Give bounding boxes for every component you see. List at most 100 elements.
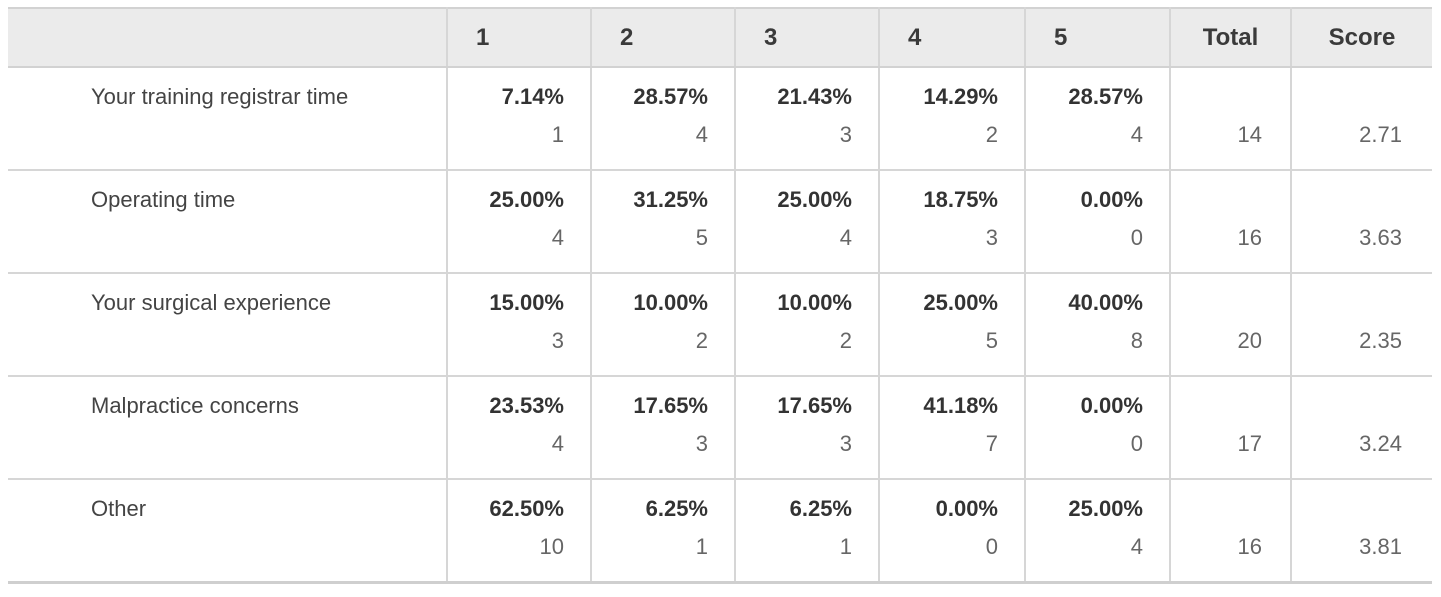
rating-3-cell: 10.00% 2 [734, 273, 880, 377]
count-value: 0 [985, 534, 998, 559]
rating-3-cell: 6.25% 1 [734, 479, 880, 584]
total-value: 16 [1169, 170, 1292, 274]
rating-5-cell: 28.57% 4 [1024, 67, 1171, 171]
count-value: 2 [985, 122, 998, 147]
row-label: Your training registrar time [8, 67, 448, 171]
percent-value: 25.00% [1068, 496, 1143, 521]
header-label-cell [8, 7, 448, 68]
rating-2-cell: 17.65% 3 [590, 376, 736, 480]
row-label: Malpractice concerns [8, 376, 448, 480]
count-value: 1 [695, 534, 708, 559]
count-value: 10 [539, 534, 564, 559]
count-value: 0 [1130, 225, 1143, 250]
percent-value: 25.00% [777, 187, 852, 212]
score-value: 3.24 [1290, 376, 1432, 480]
rating-5-cell: 25.00% 4 [1024, 479, 1171, 584]
rating-1-cell: 25.00% 4 [446, 170, 592, 274]
row-label: Other [8, 479, 448, 584]
percent-value: 62.50% [489, 496, 564, 521]
header-total: Total [1169, 7, 1292, 68]
row-label: Operating time [8, 170, 448, 274]
score-value: 2.71 [1290, 67, 1432, 171]
count-value: 4 [695, 122, 708, 147]
rating-5-cell: 0.00% 0 [1024, 170, 1171, 274]
percent-value: 14.29% [923, 84, 998, 109]
total-value: 20 [1169, 273, 1292, 377]
total-value: 16 [1169, 479, 1292, 584]
count-value: 4 [839, 225, 852, 250]
percent-value: 28.57% [633, 84, 708, 109]
header-row: 1 2 3 4 5 Total Score [8, 7, 1432, 68]
percent-value: 23.53% [489, 393, 564, 418]
count-value: 1 [839, 534, 852, 559]
count-value: 4 [551, 225, 564, 250]
count-value: 0 [1130, 431, 1143, 456]
percent-value: 21.43% [777, 84, 852, 109]
table-row: Operating time 25.00% 4 31.25% 5 25.00% 4 18.75… [8, 170, 1432, 274]
rating-2-cell: 31.25% 5 [590, 170, 736, 274]
percent-value: 17.65% [777, 393, 852, 418]
rating-3-cell: 21.43% 3 [734, 67, 880, 171]
percent-value: 10.00% [777, 290, 852, 315]
header-rating-3: 3 [734, 7, 880, 68]
header-rating-2: 2 [590, 7, 736, 68]
table-row: Your surgical experience 15.00% 3 10.00% 2 10… [8, 273, 1432, 377]
rating-2-cell: 28.57% 4 [590, 67, 736, 171]
count-value: 5 [695, 225, 708, 250]
score-value: 2.35 [1290, 273, 1432, 377]
rating-4-cell: 41.18% 7 [878, 376, 1026, 480]
score-value: 3.63 [1290, 170, 1432, 274]
percent-value: 0.00% [935, 496, 998, 521]
percent-value: 40.00% [1068, 290, 1143, 315]
count-value: 3 [695, 431, 708, 456]
row-label: Your surgical experience [8, 273, 448, 377]
header-score: Score [1290, 7, 1432, 68]
percent-value: 6.25% [645, 496, 708, 521]
rating-4-cell: 25.00% 5 [878, 273, 1026, 377]
results-table: 1 2 3 4 5 Total Score Your training regi… [8, 7, 1432, 584]
percent-value: 10.00% [633, 290, 708, 315]
rating-5-cell: 40.00% 8 [1024, 273, 1171, 377]
total-value: 14 [1169, 67, 1292, 171]
count-value: 3 [985, 225, 998, 250]
count-value: 1 [551, 122, 564, 147]
percent-value: 0.00% [1080, 393, 1143, 418]
count-value: 4 [1130, 534, 1143, 559]
percent-value: 25.00% [923, 290, 998, 315]
percent-value: 0.00% [1080, 187, 1143, 212]
percent-value: 28.57% [1068, 84, 1143, 109]
count-value: 3 [839, 431, 852, 456]
percent-value: 7.14% [501, 84, 564, 109]
count-value: 4 [551, 431, 564, 456]
score-value: 3.81 [1290, 479, 1432, 584]
count-value: 2 [839, 328, 852, 353]
percent-value: 41.18% [923, 393, 998, 418]
count-value: 4 [1130, 122, 1143, 147]
count-value: 5 [985, 328, 998, 353]
rating-1-cell: 7.14% 1 [446, 67, 592, 171]
rating-2-cell: 10.00% 2 [590, 273, 736, 377]
percent-value: 6.25% [789, 496, 852, 521]
percent-value: 18.75% [923, 187, 998, 212]
header-rating-4: 4 [878, 7, 1026, 68]
percent-value: 25.00% [489, 187, 564, 212]
count-value: 3 [839, 122, 852, 147]
rating-1-cell: 15.00% 3 [446, 273, 592, 377]
table-row: Your training registrar time 7.14% 1 28.57%… [8, 67, 1432, 171]
percent-value: 31.25% [633, 187, 708, 212]
percent-value: 15.00% [489, 290, 564, 315]
header-rating-5: 5 [1024, 7, 1171, 68]
rating-3-cell: 25.00% 4 [734, 170, 880, 274]
rating-3-cell: 17.65% 3 [734, 376, 880, 480]
table-body: Your training registrar time 7.14% 1 28.57%… [8, 67, 1432, 584]
total-value: 17 [1169, 376, 1292, 480]
rating-5-cell: 0.00% 0 [1024, 376, 1171, 480]
rating-4-cell: 0.00% 0 [878, 479, 1026, 584]
header-rating-1: 1 [446, 7, 592, 68]
rating-1-cell: 62.50% 10 [446, 479, 592, 584]
count-value: 8 [1130, 328, 1143, 353]
rating-1-cell: 23.53% 4 [446, 376, 592, 480]
rating-2-cell: 6.25% 1 [590, 479, 736, 584]
table-row: Malpractice concerns 23.53% 4 17.65% 3 17.65%… [8, 376, 1432, 480]
count-value: 2 [695, 328, 708, 353]
